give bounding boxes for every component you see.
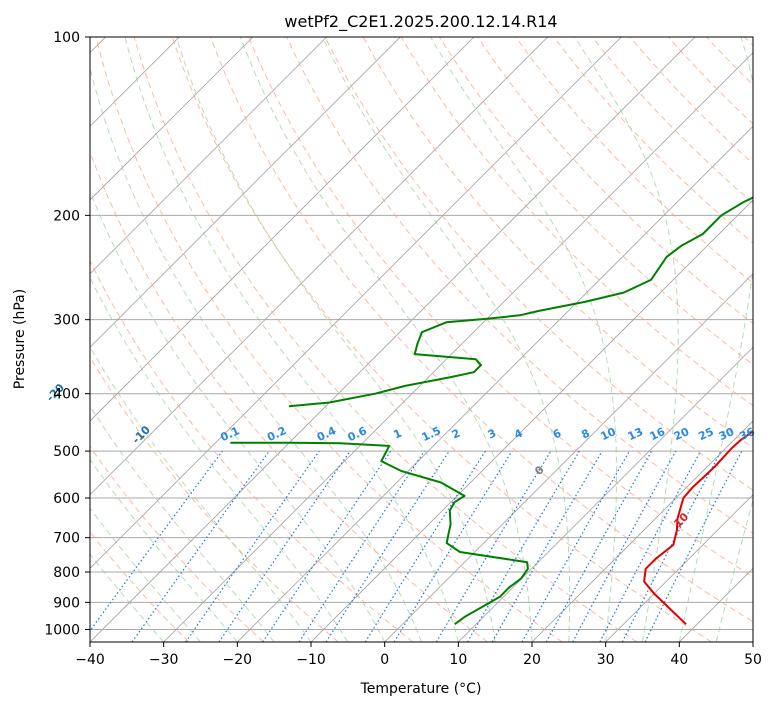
mixing-ratio-line <box>90 450 223 632</box>
mixing-ratio-label: 13 <box>626 425 645 443</box>
mixing-ratio-label: 16 <box>648 425 668 443</box>
x-tick-label: 30 <box>597 652 615 668</box>
isotherm-gridline <box>90 37 254 201</box>
moist-adiabat <box>90 405 275 642</box>
isotherm-gridline <box>605 494 753 642</box>
dewpoint-profile-line <box>230 441 529 626</box>
mixing-ratio-line <box>491 450 603 642</box>
y-tick-label: 700 <box>53 531 80 547</box>
moist-adiabat <box>322 37 571 642</box>
dry-adiabat <box>248 37 753 578</box>
isotherm-gridline <box>90 37 475 422</box>
isotherm-gridline <box>90 37 401 348</box>
dry-adiabat <box>90 259 414 642</box>
x-tick-label: 10 <box>449 652 467 668</box>
x-tick-label: 0 <box>380 652 389 668</box>
moist-adiabat <box>90 553 165 642</box>
y-tick-label: 1000 <box>44 622 80 638</box>
y-tick-label: 600 <box>53 491 80 507</box>
moist-adiabat <box>90 189 386 642</box>
y-tick-label: 100 <box>53 30 80 46</box>
x-tick-label: 20 <box>523 652 541 668</box>
y-axis-label: Pressure (hPa) <box>12 289 28 389</box>
y-tick-label: 800 <box>53 565 80 581</box>
moist-adiabat <box>175 37 496 642</box>
mixing-ratio-line <box>572 450 677 642</box>
dry-adiabat <box>324 37 753 491</box>
mixing-ratio-label: 25 <box>696 425 715 443</box>
dry-adiabat <box>362 37 753 449</box>
y-tick-label: 300 <box>53 313 80 329</box>
moist-adiabat <box>90 507 201 642</box>
x-tick-label: −30 <box>149 652 179 668</box>
dry-adiabat <box>477 37 753 325</box>
moist-adiabat <box>90 458 238 642</box>
mixing-ratio-label: 20 <box>672 425 692 443</box>
y-tick-label: 400 <box>53 387 80 403</box>
mixing-ratio-line <box>435 450 552 642</box>
plot-frame <box>89 36 754 643</box>
mixing-ratio-label: 10 <box>598 425 618 443</box>
mixing-ratio-line <box>131 450 270 642</box>
y-tick-label: 900 <box>53 595 80 611</box>
y-tick-label: 500 <box>53 444 80 460</box>
mixing-ratio-line <box>466 450 580 642</box>
dry-adiabat <box>133 37 638 642</box>
dry-adiabat <box>171 37 712 642</box>
isotherm-gridline <box>90 37 622 569</box>
mixing-ratio-line <box>545 450 653 642</box>
dry-adiabat <box>515 37 753 284</box>
isotherm-gridline <box>458 346 753 642</box>
mixing-ratio-label: 30 <box>717 425 737 443</box>
moist-adiabat <box>430 37 617 642</box>
mixing-ratio-label: 36 <box>737 425 757 443</box>
isotherm-gridline <box>531 420 753 642</box>
y-tick-label: 200 <box>53 208 80 224</box>
dry-adiabat <box>95 37 563 642</box>
moist-adiabat <box>90 345 312 642</box>
dry-adiabat <box>400 37 753 407</box>
isotherm-gridline <box>384 273 753 642</box>
isotherm-gridline <box>90 37 548 496</box>
x-axis-label: Temperature (°C) <box>360 681 482 697</box>
mixing-ratio-line <box>393 450 513 642</box>
isotherm-gridline <box>90 37 327 275</box>
mixing-ratio-line <box>521 450 631 642</box>
dewpoint-profile-line <box>288 196 753 408</box>
dry-adiabat <box>629 37 753 165</box>
mixing-ratio-line <box>325 450 450 642</box>
x-tick-label: −20 <box>223 652 253 668</box>
temperature-profile-line <box>643 430 753 625</box>
mixing-ratio-line <box>218 450 351 642</box>
x-tick-label: −10 <box>296 652 326 668</box>
dry-adiabat <box>591 37 753 204</box>
x-tick-label: −40 <box>75 652 105 668</box>
moist-adiabat <box>90 276 349 642</box>
dry-adiabat <box>210 37 753 623</box>
x-tick-label: 40 <box>670 652 688 668</box>
mixing-ratio-line <box>185 450 320 642</box>
moist-adiabat <box>90 65 422 642</box>
moist-adiabat <box>239 37 533 642</box>
mixing-ratio-line <box>364 450 486 642</box>
x-tick-label: 50 <box>744 652 762 668</box>
isotherm-gridline <box>163 52 753 642</box>
moist-adiabat <box>715 498 753 642</box>
moist-adiabat <box>124 37 459 642</box>
moist-adiabat <box>574 37 679 642</box>
chart-title: wetPf2_C2E1.2025.200.12.14.R14 <box>284 12 557 32</box>
isotherm-gridline <box>237 125 753 642</box>
moist-adiabat <box>678 37 753 642</box>
dry-adiabat <box>90 445 264 642</box>
